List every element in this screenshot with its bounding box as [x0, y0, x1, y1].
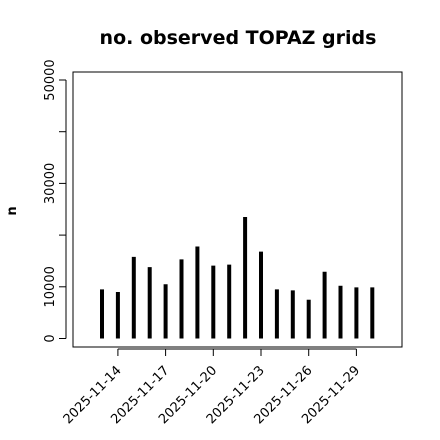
y-tick-label: 10000: [43, 266, 58, 307]
y-tick-label: 0: [43, 334, 58, 342]
chart-title: no. observed TOPAZ grids: [100, 27, 377, 49]
y-axis-label: n: [5, 206, 20, 215]
y-axis: 0 10000 30000 50000: [43, 59, 67, 343]
y-tick-label: 50000: [43, 59, 58, 100]
bar-series: [100, 217, 375, 339]
plot-frame: [72, 71, 403, 348]
x-axis: 2025-11-142025-11-172025-11-202025-11-23…: [61, 348, 363, 427]
y-tick-label: 30000: [43, 163, 58, 204]
